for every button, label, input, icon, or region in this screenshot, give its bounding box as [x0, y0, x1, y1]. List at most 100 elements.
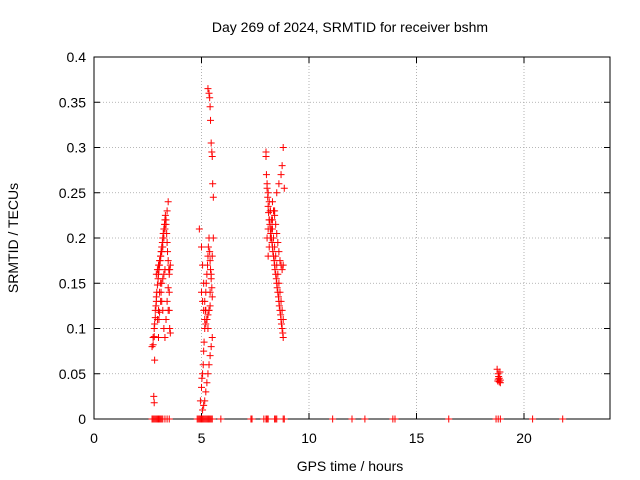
data-point [157, 297, 165, 305]
data-point [198, 383, 205, 391]
data-point [264, 193, 272, 201]
y-tick-label: 0.2 [67, 230, 87, 246]
data-point [204, 252, 212, 260]
data-point [161, 266, 169, 274]
data-point [198, 374, 206, 382]
data-point [494, 375, 502, 383]
data-points [148, 85, 567, 423]
data-point [361, 415, 369, 423]
data-point [264, 202, 272, 210]
data-point [200, 338, 208, 346]
data-point [207, 275, 215, 283]
data-point [166, 325, 174, 332]
data-point [201, 325, 209, 332]
data-point [202, 320, 210, 328]
data-point [496, 368, 504, 376]
data-point [208, 334, 216, 342]
data-point [159, 243, 167, 251]
data-point [150, 333, 158, 341]
data-point [203, 315, 211, 323]
data-point [207, 343, 215, 351]
y-tick-label: 0.3 [67, 140, 87, 156]
data-point [559, 415, 567, 423]
data-point [206, 257, 214, 265]
data-point [164, 284, 172, 292]
data-point [204, 261, 212, 269]
data-point [161, 225, 169, 233]
data-point [163, 297, 171, 305]
data-point [152, 302, 160, 310]
data-point [264, 415, 272, 423]
data-point [195, 225, 203, 233]
data-point [201, 397, 209, 405]
data-point [445, 415, 453, 423]
data-point [206, 302, 214, 310]
data-point [278, 325, 286, 332]
data-point [157, 252, 165, 260]
data-point [274, 239, 282, 247]
data-point [264, 252, 272, 260]
data-point [204, 370, 212, 378]
data-point [529, 415, 537, 423]
data-point [204, 243, 212, 251]
data-point [279, 261, 287, 269]
data-point [262, 171, 270, 179]
data-point [164, 257, 172, 265]
data-point [165, 306, 173, 314]
data-point [165, 415, 173, 423]
grid-lines [94, 57, 610, 419]
data-point [199, 406, 207, 414]
data-point [205, 89, 213, 97]
data-point [264, 225, 272, 233]
x-tick-label: 20 [516, 430, 532, 446]
data-point [207, 116, 215, 124]
data-point [272, 220, 280, 228]
data-point [155, 334, 162, 342]
data-point [279, 144, 287, 151]
data-point [155, 315, 163, 323]
data-point [248, 415, 256, 423]
data-point [273, 284, 281, 292]
chart-title: Day 269 of 2024, SRMTID for receiver bsh… [212, 19, 488, 35]
data-point [163, 239, 171, 247]
y-tick-label: 0.4 [67, 49, 87, 65]
data-point [280, 415, 288, 423]
data-point [155, 261, 162, 269]
data-point [158, 248, 166, 256]
data-point [153, 266, 161, 274]
data-point [277, 171, 285, 179]
data-point [208, 284, 216, 292]
data-point [280, 184, 288, 192]
data-point [263, 234, 271, 242]
x-axis-label: GPS time / hours [297, 458, 404, 474]
data-point [496, 415, 504, 423]
data-point [217, 415, 225, 423]
data-point [208, 153, 216, 161]
data-point [277, 320, 285, 328]
data-point [166, 329, 174, 337]
data-point [348, 415, 356, 423]
data-point [202, 388, 210, 396]
data-point [265, 216, 273, 224]
y-tick-label: 0.05 [59, 366, 86, 382]
data-point [150, 399, 158, 407]
data-point [207, 139, 215, 147]
axis-ticks: 0 0.05 0.1 0.15 0.2 0.25 0.3 0.35 0.4 0 5 10 15 20 [59, 49, 610, 446]
data-point [198, 243, 205, 251]
data-point [271, 207, 279, 215]
data-point [279, 334, 287, 342]
data-point [157, 288, 165, 296]
data-point [273, 229, 281, 237]
data-point [206, 248, 214, 256]
data-point [263, 184, 271, 192]
data-point [265, 243, 273, 251]
data-point [391, 415, 399, 423]
data-point [275, 180, 283, 188]
data-point [206, 94, 214, 102]
data-point [276, 306, 284, 314]
data-point [278, 266, 286, 274]
data-point [268, 198, 276, 206]
data-point [205, 306, 213, 314]
data-point [149, 341, 157, 349]
